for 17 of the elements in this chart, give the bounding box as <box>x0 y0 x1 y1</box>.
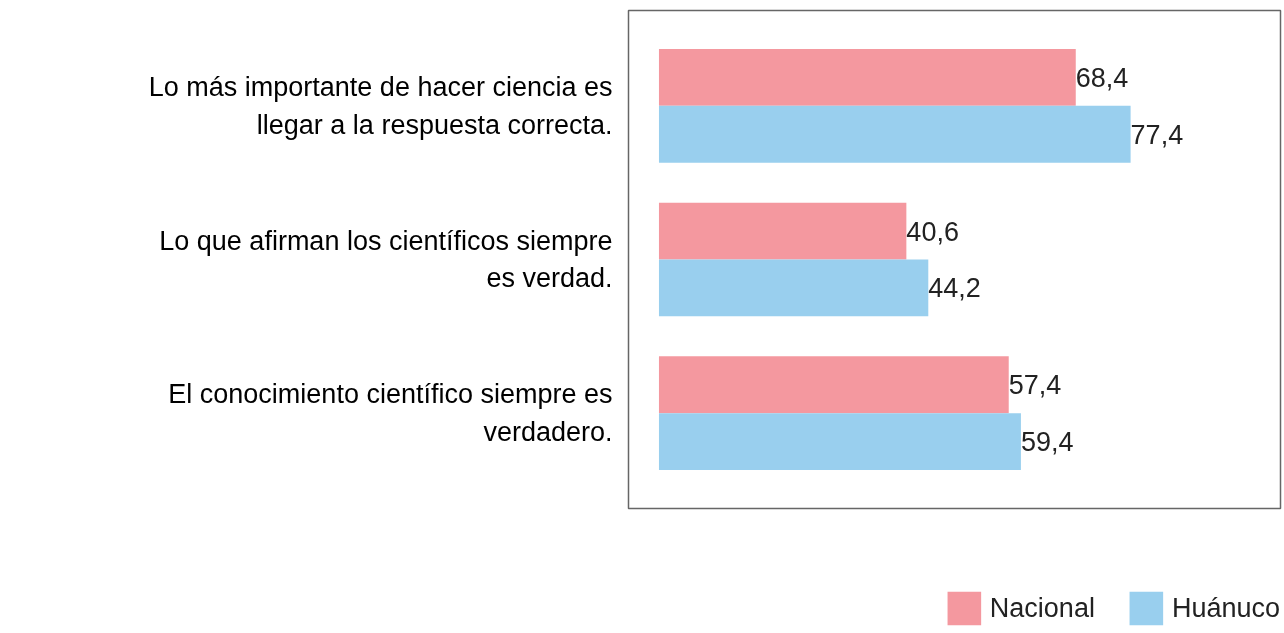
bar <box>658 259 929 317</box>
bar <box>658 202 907 260</box>
y-tick-label: Lo que afirman los científicos siempre es verdad. <box>159 225 613 294</box>
data-label: 40,6 <box>906 216 959 247</box>
bar <box>658 356 1009 414</box>
legend-label: Nacional <box>989 592 1095 624</box>
legend-label: Huánuco <box>1171 592 1280 624</box>
bar <box>658 413 1021 471</box>
y-tick-label: El conocimiento científico siempre es verdadero. <box>168 379 613 447</box>
data-label: 77,4 <box>1130 119 1184 150</box>
bar <box>658 105 1131 163</box>
data-label: 68,4 <box>1075 62 1129 93</box>
data-label: 59,4 <box>1020 427 1074 458</box>
data-label: 57,4 <box>1008 370 1062 401</box>
data-label: 44,2 <box>928 273 981 304</box>
y-tick-label: Lo más importante de hacer ciencia es llegar a la respuesta correcta. <box>148 72 613 140</box>
bar <box>658 48 1076 106</box>
